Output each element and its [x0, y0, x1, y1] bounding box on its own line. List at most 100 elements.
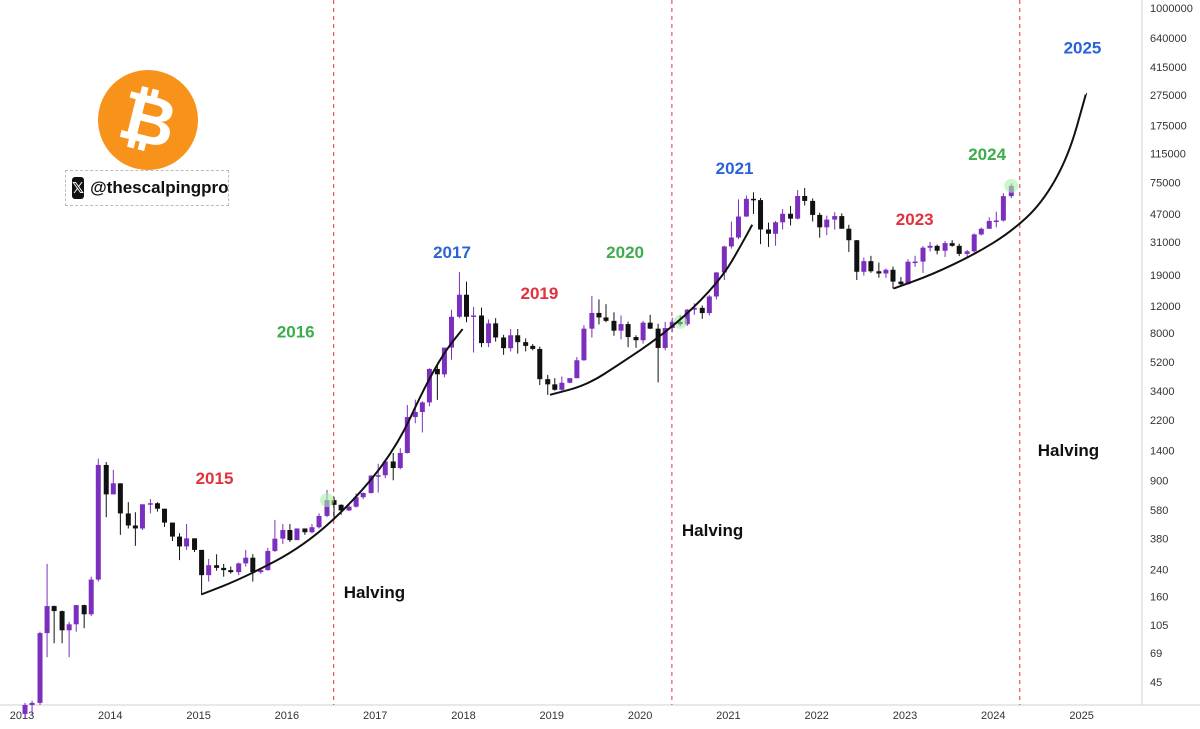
candle-body — [905, 261, 911, 285]
candle-body — [868, 261, 874, 272]
x-tick-label: 2022 — [804, 710, 828, 722]
halving-marker — [1004, 178, 1019, 193]
candle-body — [728, 237, 734, 247]
candle-body — [832, 216, 838, 220]
candle-body — [523, 342, 529, 346]
candle-body — [66, 624, 72, 631]
y-tick-label: 45 — [1150, 677, 1162, 689]
candle-body — [552, 384, 558, 390]
candle-body — [898, 281, 904, 285]
candle-body — [949, 243, 955, 246]
candle-body — [501, 337, 507, 349]
candle-body — [471, 315, 477, 317]
y-tick-label: 12000 — [1150, 301, 1181, 313]
candle-body — [309, 527, 315, 533]
candle-body — [515, 335, 521, 343]
candle-body — [883, 269, 889, 274]
x-tick-label: 2015 — [186, 710, 210, 722]
candle-body — [95, 464, 101, 580]
x-tick-label: 2013 — [10, 710, 34, 722]
year-annotation: 2015 — [196, 469, 234, 488]
y-tick-label: 105 — [1150, 620, 1168, 632]
x-tick-label: 2021 — [716, 710, 740, 722]
candle-body — [640, 322, 646, 341]
social-handle-badge: 𝕏 @thescalpingpro — [65, 170, 229, 206]
candle-body — [147, 503, 153, 505]
candle-body — [22, 704, 28, 714]
candle-body — [920, 247, 926, 262]
candle-body — [684, 309, 690, 325]
candle-body — [743, 198, 749, 217]
y-tick-label: 19000 — [1150, 270, 1181, 282]
x-tick-label: 2014 — [98, 710, 122, 722]
candle-body — [817, 214, 823, 228]
y-tick-label: 31000 — [1150, 237, 1181, 249]
candle-body — [316, 515, 322, 528]
year-annotation: 2019 — [521, 284, 559, 303]
candle-body — [390, 461, 396, 468]
candle-body — [713, 272, 719, 297]
candle-body — [139, 504, 145, 529]
candle-body — [824, 219, 830, 228]
candle-body — [117, 483, 123, 514]
bitcoin-logo-icon: ₿ — [98, 70, 198, 170]
x-logo-icon: 𝕏 — [72, 177, 85, 199]
x-tick-label: 2019 — [540, 710, 564, 722]
candle-body — [154, 503, 160, 509]
candle-body — [802, 196, 808, 201]
candle-body — [559, 382, 565, 390]
candle-body — [448, 316, 454, 348]
halving-label: Halving — [1038, 441, 1099, 460]
x-tick-label: 2023 — [893, 710, 917, 722]
candle-body — [846, 228, 852, 241]
candle-body — [773, 222, 779, 234]
candle-body — [287, 530, 293, 541]
x-tick-label: 2024 — [981, 710, 1005, 722]
year-annotation: 2020 — [606, 243, 644, 262]
candle-body — [81, 605, 87, 615]
candle-body — [353, 497, 359, 507]
candle-body — [927, 245, 933, 248]
candle-body — [59, 611, 65, 631]
candle-body — [243, 557, 249, 564]
y-tick-label: 69 — [1150, 648, 1162, 660]
candle-body — [382, 461, 388, 476]
x-tick-label: 2025 — [1069, 710, 1093, 722]
year-annotation: 2024 — [968, 145, 1006, 164]
candle-body — [412, 412, 418, 418]
candle-body — [765, 229, 771, 234]
candle-body — [331, 500, 337, 505]
candle-body — [221, 567, 227, 571]
candle-body — [132, 525, 138, 529]
year-annotation: 2017 — [433, 243, 471, 262]
candle-body — [788, 213, 794, 219]
candle-body — [37, 633, 43, 703]
candle-body — [493, 323, 499, 338]
candle-body — [464, 294, 469, 317]
candle-body — [368, 475, 374, 493]
candle-body — [589, 312, 595, 329]
candle-body — [360, 492, 366, 498]
candle-body — [986, 220, 992, 229]
candle-body — [177, 536, 183, 547]
candle-body — [545, 379, 551, 385]
candle-body — [338, 504, 344, 511]
candle-body — [375, 475, 381, 477]
candle-body — [735, 216, 741, 238]
candle-body — [294, 528, 300, 541]
candle-body — [934, 245, 940, 251]
candle-body — [942, 243, 948, 251]
candle-body — [426, 368, 432, 403]
candle-body — [324, 500, 330, 516]
candle-body — [346, 506, 352, 511]
y-tick-label: 275000 — [1150, 90, 1187, 102]
candle-body — [214, 565, 220, 568]
x-tick-label: 2017 — [363, 710, 387, 722]
candle-body — [625, 324, 631, 338]
y-tick-label: 240 — [1150, 564, 1168, 576]
candle-body — [780, 213, 786, 223]
y-tick-label: 1000000 — [1150, 3, 1193, 15]
candle-body — [419, 402, 425, 413]
